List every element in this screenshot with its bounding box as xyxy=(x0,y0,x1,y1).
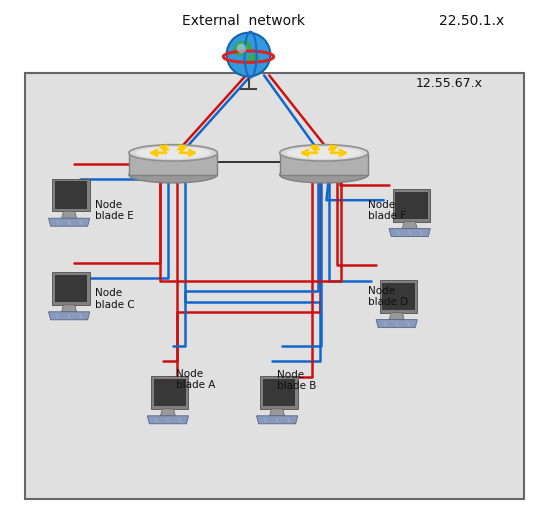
Text: Node
blade E: Node blade E xyxy=(95,200,134,222)
Text: Node
blade F: Node blade F xyxy=(368,200,406,222)
Polygon shape xyxy=(48,218,89,226)
Polygon shape xyxy=(256,416,298,424)
Polygon shape xyxy=(383,283,414,310)
Text: Node
blade D: Node blade D xyxy=(368,285,408,307)
Polygon shape xyxy=(402,222,417,229)
Text: Node
blade B: Node blade B xyxy=(277,370,316,392)
Polygon shape xyxy=(270,409,284,416)
Polygon shape xyxy=(55,181,87,209)
FancyBboxPatch shape xyxy=(25,73,524,499)
Text: 12.55.67.x: 12.55.67.x xyxy=(416,76,483,89)
Circle shape xyxy=(227,33,270,76)
Polygon shape xyxy=(61,305,77,312)
Polygon shape xyxy=(154,379,186,406)
Ellipse shape xyxy=(129,166,217,183)
Polygon shape xyxy=(151,376,188,409)
Text: 22.50.1.x: 22.50.1.x xyxy=(440,14,505,28)
Polygon shape xyxy=(389,229,430,237)
Polygon shape xyxy=(52,272,89,305)
Text: Node
blade C: Node blade C xyxy=(95,288,135,310)
Ellipse shape xyxy=(279,166,368,183)
Polygon shape xyxy=(129,153,217,175)
Polygon shape xyxy=(380,280,417,313)
Polygon shape xyxy=(55,275,87,302)
Ellipse shape xyxy=(136,147,211,159)
Ellipse shape xyxy=(248,54,260,63)
Polygon shape xyxy=(376,320,417,328)
Ellipse shape xyxy=(242,60,250,65)
Ellipse shape xyxy=(233,41,251,56)
Polygon shape xyxy=(395,192,428,219)
Text: External  network: External network xyxy=(182,14,305,28)
Polygon shape xyxy=(393,189,430,222)
Polygon shape xyxy=(160,409,175,416)
Ellipse shape xyxy=(129,145,217,161)
Polygon shape xyxy=(279,153,368,175)
Polygon shape xyxy=(389,313,404,320)
Polygon shape xyxy=(48,312,89,320)
Text: Node
blade A: Node blade A xyxy=(176,369,215,391)
Ellipse shape xyxy=(287,147,361,159)
Polygon shape xyxy=(52,179,89,211)
Ellipse shape xyxy=(279,145,368,161)
Circle shape xyxy=(237,44,247,53)
Polygon shape xyxy=(260,376,298,409)
Polygon shape xyxy=(61,211,77,218)
Polygon shape xyxy=(263,379,295,406)
Polygon shape xyxy=(147,416,188,424)
